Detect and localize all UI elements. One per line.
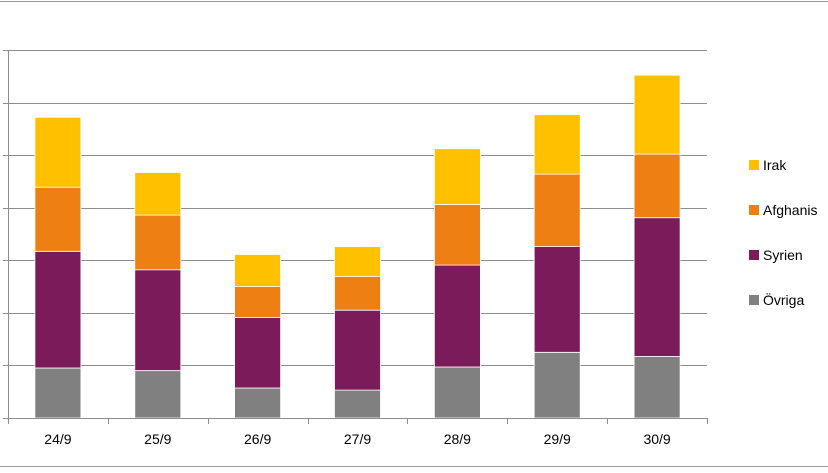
bar-segment: [433, 366, 481, 419]
bar-segment: [433, 148, 481, 205]
x-tick-label: 27/9: [344, 431, 371, 447]
legend-label: Övriga: [763, 291, 804, 308]
legend: Irak Afghanis Syrien Övriga: [749, 157, 817, 308]
bar-segment: [34, 116, 82, 188]
bar-segment: [633, 153, 681, 219]
bar-segment: [334, 389, 381, 419]
bar-segment: [134, 214, 182, 271]
bar-segment: [234, 286, 282, 319]
bar-segment: [533, 173, 581, 248]
bar-segment: [34, 250, 82, 369]
bar-segment: [334, 246, 381, 278]
bars: [34, 74, 681, 419]
bar-segment: [633, 356, 681, 419]
bar-segment: [533, 351, 581, 419]
legend-label: Afghanis: [763, 202, 817, 218]
x-tick-label: 24/9: [44, 431, 71, 447]
x-tick-label: 26/9: [244, 431, 271, 447]
legend-swatch: [749, 205, 759, 215]
bar-segment: [134, 269, 182, 372]
bar-segment: [433, 264, 481, 368]
bar-segment: [234, 254, 282, 287]
bar-segment: [34, 186, 82, 252]
axes: [3, 50, 708, 424]
legend-label: Irak: [763, 157, 787, 173]
legend-swatch: [749, 295, 759, 305]
bar-segment: [633, 217, 681, 357]
x-tick-label: 25/9: [144, 431, 171, 447]
bar-segment: [433, 204, 481, 266]
legend-swatch: [749, 250, 759, 260]
bar-segment: [533, 246, 581, 353]
bar-segment: [334, 309, 381, 391]
bar-segment: [234, 387, 282, 419]
x-tick-label: 30/9: [643, 431, 670, 447]
bar-segment: [134, 370, 182, 419]
bar-segment: [533, 114, 581, 175]
legend-swatch: [749, 160, 759, 170]
bar-segment: [134, 172, 182, 216]
legend-label: Syrien: [763, 247, 803, 263]
bar-segment: [234, 317, 282, 389]
x-tick-label: 29/9: [544, 431, 571, 447]
bar-segment: [633, 74, 681, 155]
x-tick-labels: 24/9 25/9 26/9 27/9 28/9 29/9 30/9: [44, 431, 671, 447]
bar-segment: [334, 276, 381, 311]
x-tick-label: 28/9: [444, 431, 471, 447]
bar-segment: [34, 367, 82, 419]
